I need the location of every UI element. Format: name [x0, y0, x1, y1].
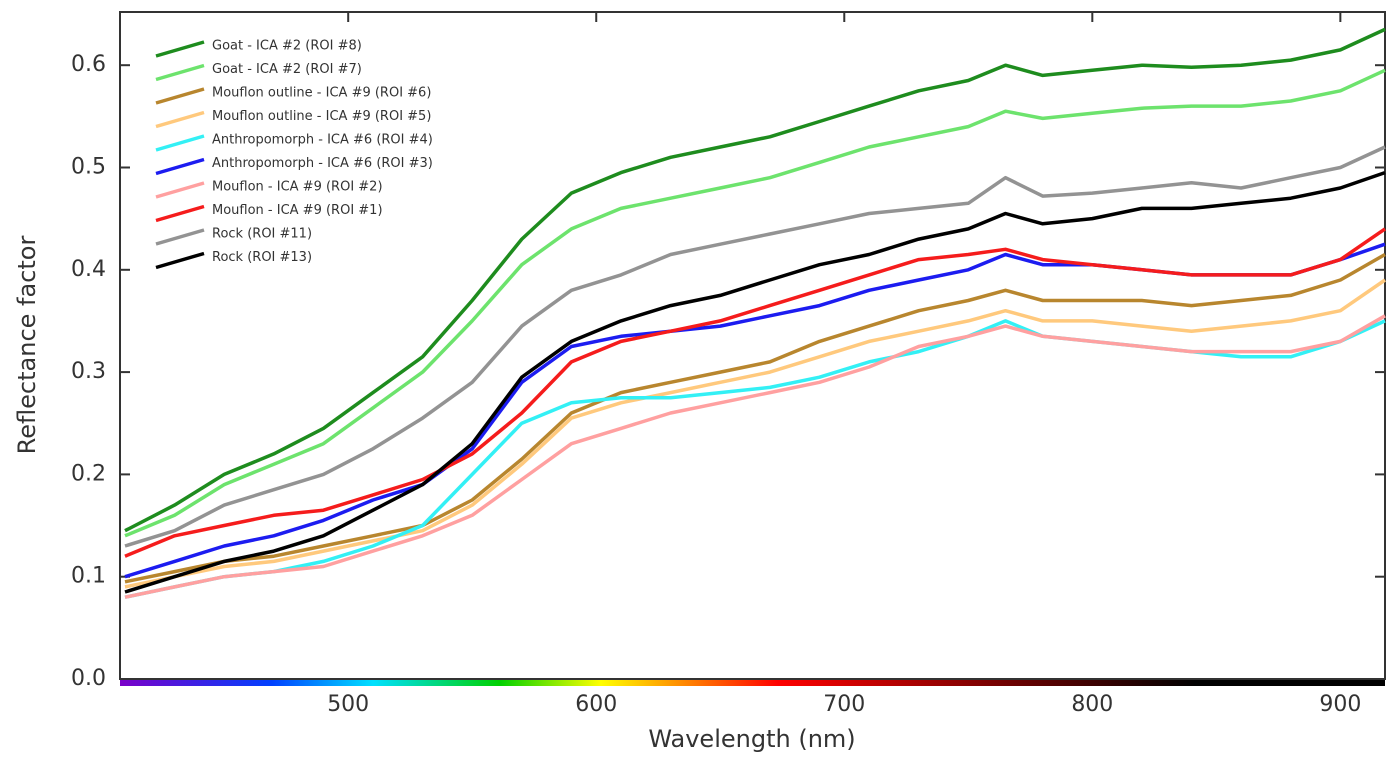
legend-label: Rock (ROI #13) — [212, 250, 312, 265]
series-line — [124, 27, 1386, 533]
y-tick-label: 0.3 — [71, 359, 106, 384]
series-line — [124, 145, 1386, 548]
series-line — [124, 278, 1386, 589]
series-line — [124, 242, 1386, 579]
legend-swatch — [155, 87, 205, 105]
x-tick-label: 700 — [823, 692, 865, 717]
y-tick-label: 0.6 — [71, 52, 106, 77]
y-tick-label: 0.2 — [71, 461, 106, 486]
legend-swatch — [155, 63, 205, 82]
y-axis-title: Reflectance factor — [13, 236, 41, 455]
x-tick-label: 900 — [1319, 692, 1361, 717]
series-line — [124, 319, 1386, 599]
spectrum-bar — [120, 678, 1385, 686]
x-axis-title: Wavelength (nm) — [648, 725, 855, 753]
legend-swatch — [155, 251, 205, 270]
legend-swatch — [155, 157, 205, 176]
plot-frame — [119, 11, 1386, 680]
series-line — [124, 314, 1386, 599]
x-tick-label: 600 — [575, 692, 617, 717]
x-tick-label: 500 — [327, 692, 369, 717]
legend-label: Goat - ICA #2 (ROI #7) — [212, 62, 362, 77]
y-tick-label: 0.1 — [71, 564, 106, 589]
legend-swatch — [155, 181, 205, 199]
legend-swatch — [155, 204, 205, 223]
legend-swatch — [155, 110, 205, 129]
legend-label: Goat - ICA #2 (ROI #8) — [212, 39, 362, 54]
y-tick-label: 0.4 — [71, 257, 106, 282]
legend-label: Anthropomorph - ICA #6 (ROI #3) — [212, 156, 433, 171]
legend-label: Mouflon outline - ICA #9 (ROI #5) — [212, 109, 431, 124]
x-tick-label: 800 — [1071, 692, 1113, 717]
legend-swatch — [155, 134, 205, 152]
series-line — [124, 68, 1386, 538]
legend-label: Rock (ROI #11) — [212, 227, 312, 242]
legend-label: Anthropomorph - ICA #6 (ROI #4) — [212, 133, 433, 148]
series-line — [124, 170, 1386, 594]
y-tick-label: 0.5 — [71, 154, 106, 179]
legend-label: Mouflon - ICA #9 (ROI #1) — [212, 203, 383, 218]
legend-swatch — [155, 40, 205, 58]
y-tick-label: 0.0 — [71, 666, 106, 691]
series-line — [124, 252, 1386, 584]
series-line — [124, 227, 1386, 558]
legend-label: Mouflon outline - ICA #9 (ROI #6) — [212, 86, 431, 101]
legend-swatch — [155, 228, 205, 246]
legend-label: Mouflon - ICA #9 (ROI #2) — [212, 180, 383, 195]
